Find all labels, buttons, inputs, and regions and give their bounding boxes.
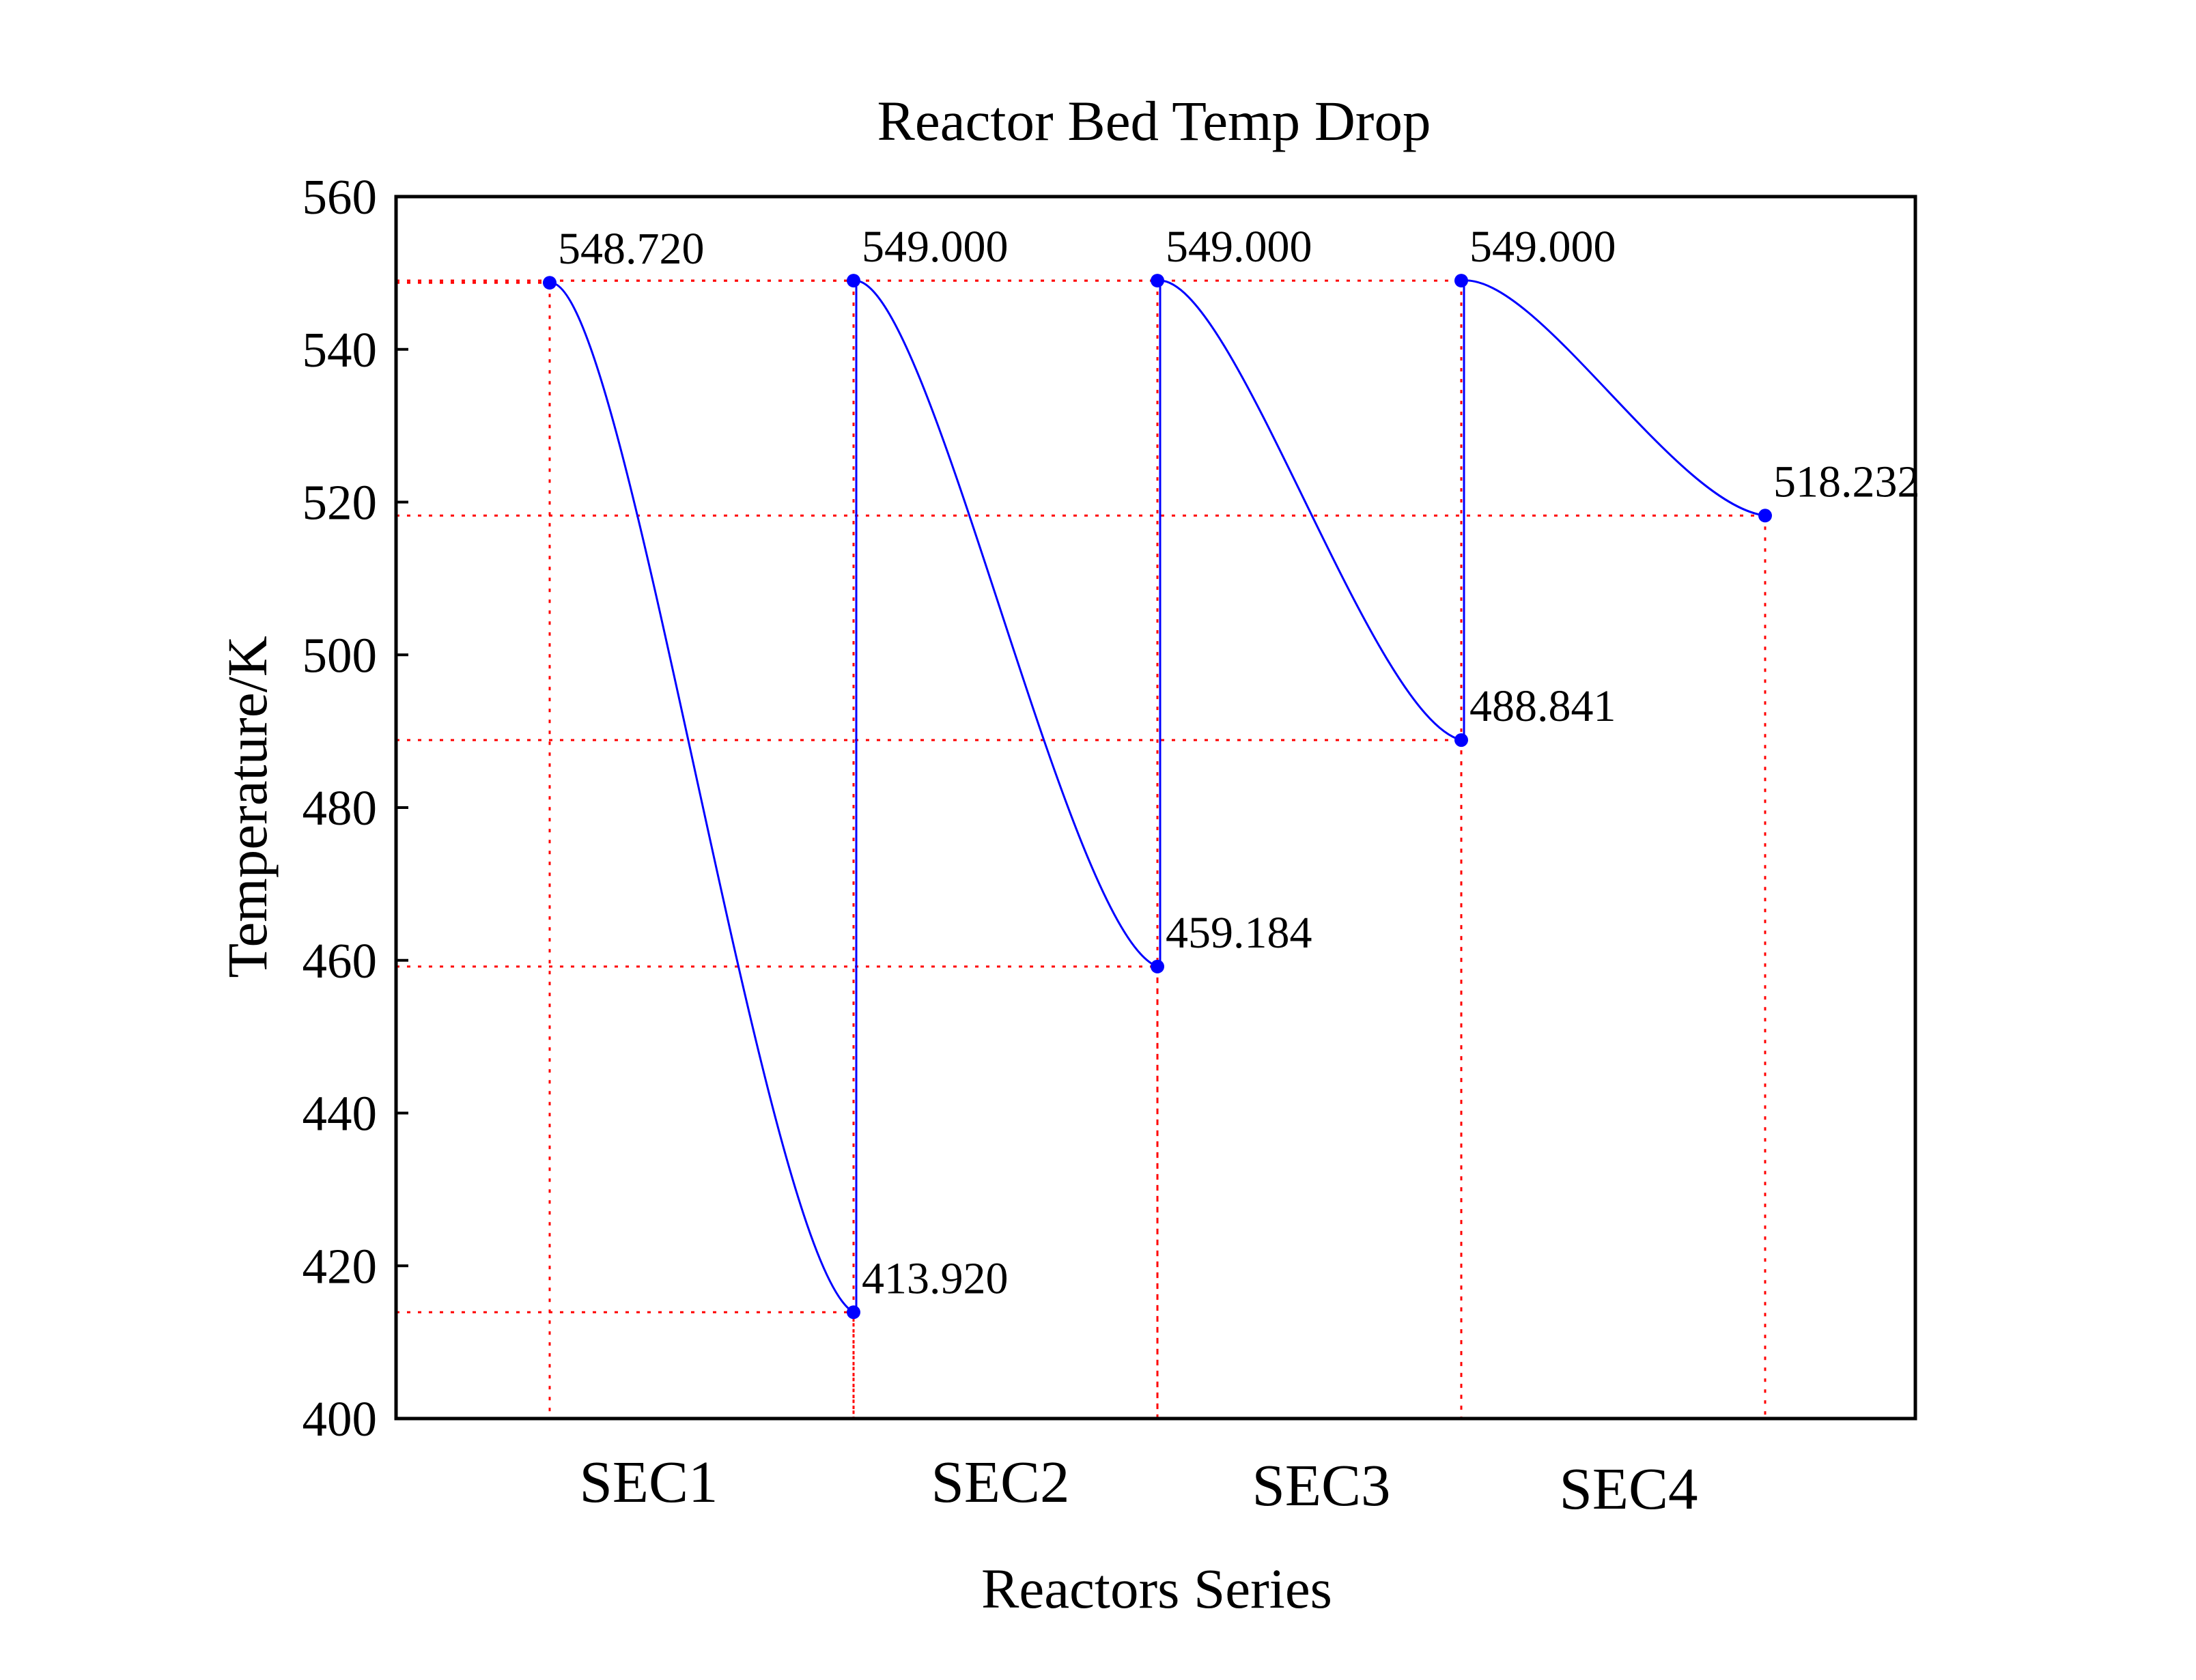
data-label: 518.232 (1773, 457, 1920, 507)
x-axis-categories: SEC1 SEC2 SEC3 SEC4 (579, 1449, 1698, 1522)
reference-lines (396, 279, 1766, 1419)
data-point (1151, 274, 1164, 288)
category-label: SEC3 (1252, 1452, 1390, 1518)
category-label: SEC2 (931, 1449, 1069, 1515)
series-markers (543, 274, 1772, 1320)
y-tick-label: 500 (302, 627, 378, 683)
data-label: 488.841 (1469, 681, 1616, 731)
data-point (543, 276, 557, 290)
y-tick-label: 480 (302, 780, 378, 836)
chart-title: Reactor Bed Temp Drop (877, 89, 1431, 152)
data-labels: 548.720 413.920 549.000 459.184 549.000 488.8… (558, 222, 1920, 1303)
y-tick-label: 440 (302, 1086, 378, 1141)
y-tick-label: 460 (302, 933, 378, 988)
series-curve-sec3 (1157, 279, 1462, 741)
series-curve-sec4 (1461, 279, 1766, 517)
data-point (1758, 509, 1772, 523)
y-tick-label: 520 (302, 475, 378, 530)
data-label: 549.000 (862, 222, 1009, 272)
data-label: 548.720 (558, 224, 705, 274)
data-point (1454, 274, 1468, 288)
data-point (1454, 733, 1468, 748)
data-label: 549.000 (1166, 222, 1312, 272)
y-tick-label: 420 (302, 1238, 378, 1294)
data-point (1151, 959, 1164, 973)
y-tick-label: 540 (302, 322, 378, 378)
plot-frame (394, 195, 1917, 1421)
y-axis: 400 420 440 460 480 500 520 540 560 (302, 169, 408, 1447)
category-label: SEC1 (579, 1449, 718, 1515)
y-axis-label: Temperature/K (216, 636, 279, 978)
data-label: 413.920 (862, 1253, 1009, 1303)
data-label: 459.184 (1166, 908, 1312, 958)
category-label: SEC4 (1559, 1455, 1698, 1522)
x-axis-label: Reactors Series (981, 1557, 1332, 1620)
data-label: 549.000 (1469, 222, 1616, 272)
series-curve-sec1 (549, 281, 854, 1313)
y-tick-label: 400 (302, 1391, 378, 1447)
series-curves (549, 279, 1766, 1313)
data-point (847, 1305, 860, 1320)
data-point (847, 274, 860, 288)
series-curve-sec2 (853, 279, 1158, 968)
y-tick-label: 560 (302, 169, 378, 225)
